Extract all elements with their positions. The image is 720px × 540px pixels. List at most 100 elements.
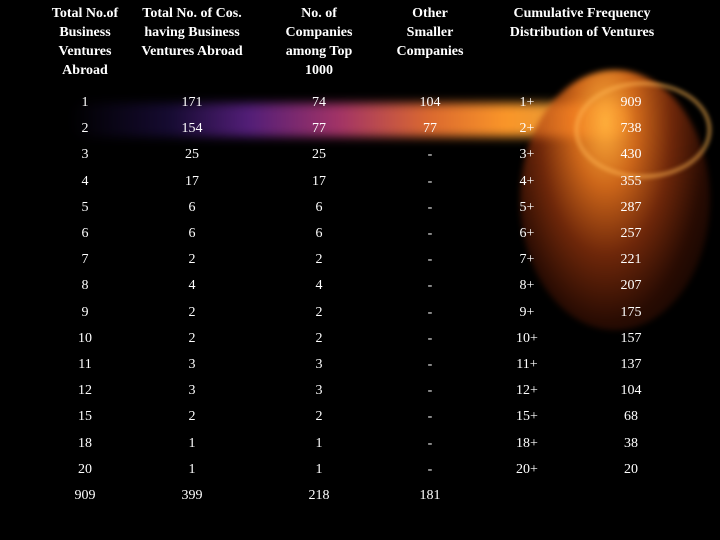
- cell-cumulative-label: 5+: [519, 199, 535, 215]
- cell-total-companies: 3: [188, 383, 196, 399]
- total-smaller-companies: 181: [419, 487, 441, 503]
- cell-total-companies: 2: [188, 330, 196, 346]
- total-companies: 399: [181, 487, 203, 503]
- cell-cumulative-label: 2+: [519, 121, 535, 137]
- cell-cumulative-label: 12+: [516, 383, 538, 399]
- cell-smaller-companies: 104: [419, 95, 441, 111]
- cell-cumulative-label: 8+: [519, 278, 535, 294]
- cell-total-companies: 1: [188, 461, 196, 477]
- cell-ventures: 11: [78, 356, 92, 372]
- cell-total-companies: 25: [185, 147, 199, 163]
- totals-row: 909 399 218 181: [42, 483, 686, 509]
- cell-top-1000: 77: [312, 121, 326, 137]
- cell-cumulative-label: 7+: [519, 252, 535, 268]
- table-row: 8 4 4 - 8+ 207: [42, 273, 686, 299]
- cell-top-1000: 1: [315, 435, 323, 451]
- table-row: 1 171 74 104 1+ 909: [42, 88, 686, 116]
- cell-ventures: 15: [78, 409, 92, 425]
- cell-top-1000: 6: [315, 226, 323, 242]
- cell-smaller-companies: -: [427, 278, 433, 294]
- table-row: 9 2 2 - 9+ 175: [42, 300, 686, 326]
- table-row: 10 2 2 - 10+ 157: [42, 326, 686, 352]
- cell-cumulative-label: 18+: [516, 435, 538, 451]
- cell-total-companies: 3: [188, 356, 196, 372]
- cell-top-1000: 2: [315, 252, 323, 268]
- cell-ventures: 9: [81, 304, 89, 320]
- cell-smaller-companies: -: [427, 383, 433, 399]
- cell-cumulative-label: 4+: [519, 173, 535, 189]
- table-row: 12 3 3 - 12+ 104: [42, 378, 686, 404]
- cell-ventures: 5: [81, 199, 89, 215]
- cell-smaller-companies: -: [427, 252, 433, 268]
- table-row: 4 17 17 - 4+ 355: [42, 169, 686, 195]
- cell-top-1000: 4: [315, 278, 323, 294]
- cell-ventures: 1: [81, 95, 89, 111]
- cell-top-1000: 3: [315, 383, 323, 399]
- cell-cumulative-value: 20: [624, 461, 638, 477]
- cell-ventures: 7: [81, 252, 89, 268]
- cell-cumulative-value: 221: [620, 252, 642, 268]
- cell-cumulative-value: 207: [620, 278, 642, 294]
- cell-smaller-companies: 77: [423, 121, 437, 137]
- cell-smaller-companies: -: [427, 226, 433, 242]
- cell-ventures: 10: [78, 330, 92, 346]
- cell-smaller-companies: -: [427, 435, 433, 451]
- cell-top-1000: 2: [315, 330, 323, 346]
- cell-total-companies: 171: [181, 95, 203, 111]
- cell-smaller-companies: -: [427, 304, 433, 320]
- cell-cumulative-value: 104: [620, 383, 642, 399]
- cell-cumulative-value: 287: [620, 199, 642, 215]
- cell-total-companies: 1: [188, 435, 196, 451]
- cell-ventures: 12: [78, 383, 92, 399]
- cell-ventures: 4: [81, 173, 89, 189]
- cell-ventures: 6: [81, 226, 89, 242]
- cell-total-companies: 2: [188, 409, 196, 425]
- table-row: 6 6 6 - 6+ 257: [42, 221, 686, 247]
- cell-cumulative-label: 15+: [516, 409, 538, 425]
- cell-ventures: 18: [78, 435, 92, 451]
- cell-cumulative-label: 20+: [516, 461, 538, 477]
- cell-total-companies: 6: [188, 199, 196, 215]
- table-row: 5 6 6 - 5+ 287: [42, 195, 686, 221]
- header-total-companies: Total No. of Cos. having Business Ventur…: [141, 6, 243, 59]
- header-smaller-companies: Other Smaller Companies: [396, 6, 464, 59]
- decorative-glow-ring: [575, 82, 711, 178]
- cell-smaller-companies: -: [427, 147, 433, 163]
- cell-cumulative-value: 430: [620, 147, 642, 163]
- cell-total-companies: 6: [188, 226, 196, 242]
- cell-cumulative-value: 137: [620, 356, 642, 372]
- cell-top-1000: 2: [315, 409, 323, 425]
- header-ventures-abroad: Total No.of Business Ventures Abroad: [51, 6, 119, 78]
- cell-cumulative-value: 355: [620, 173, 642, 189]
- table-body: 1 171 74 104 1+ 909 2 154 77 77 2+ 738 3 25 25-3+ 430 4 1…: [42, 88, 686, 509]
- table-row: 11 3 3 - 11+ 137: [42, 352, 686, 378]
- total-top-1000: 218: [308, 487, 330, 503]
- cell-smaller-companies: -: [427, 461, 433, 477]
- cell-cumulative-label: 6+: [519, 226, 535, 242]
- cell-cumulative-label: 10+: [516, 330, 538, 346]
- header-top-1000: No. of Companies among Top 1000: [285, 6, 353, 78]
- table-row: 18 1 1 - 18+ 38: [42, 430, 686, 456]
- table-row: 2 154 77 77 2+ 738: [42, 116, 686, 142]
- cell-cumulative-value: 38: [624, 435, 638, 451]
- cell-smaller-companies: -: [427, 173, 433, 189]
- cell-cumulative-label: 3+: [519, 147, 535, 163]
- cell-ventures: 20: [78, 461, 92, 477]
- cell-top-1000: 74: [312, 95, 326, 111]
- cell-cumulative-value: 157: [620, 330, 642, 346]
- table-row: 15 2 2 - 15+ 68: [42, 404, 686, 430]
- cell-cumulative-value: 68: [624, 409, 638, 425]
- cell-smaller-companies: -: [427, 409, 433, 425]
- header-cumulative-frequency: Cumulative Frequency Distribution of Ven…: [509, 6, 655, 40]
- table-row: 20 1 1 - 20+ 20: [42, 457, 686, 483]
- cell-smaller-companies: -: [427, 356, 433, 372]
- cell-ventures: 2: [81, 121, 89, 137]
- cell-top-1000: 17: [312, 173, 326, 189]
- cell-top-1000: 2: [315, 304, 323, 320]
- cell-top-1000: 3: [315, 356, 323, 372]
- cell-total-companies: 17: [185, 173, 199, 189]
- cell-total-companies: 154: [181, 121, 203, 137]
- cell-cumulative-value: 175: [620, 304, 642, 320]
- cell-cumulative-value: 257: [620, 226, 642, 242]
- table-header: Total No.of Business Ventures Abroad Tot…: [42, 4, 686, 88]
